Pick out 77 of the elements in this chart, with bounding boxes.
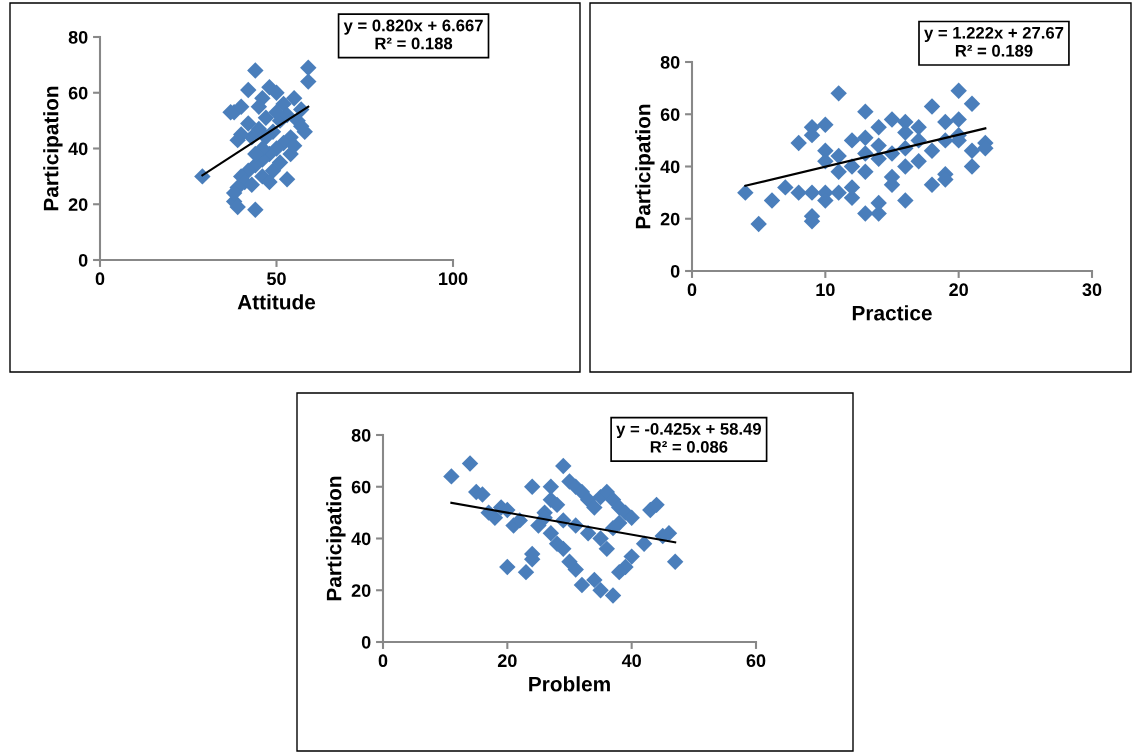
y-tick-label: 60: [351, 480, 371, 494]
point: [247, 62, 264, 79]
point: [555, 457, 572, 475]
point: [300, 73, 317, 90]
point: [250, 120, 268, 138]
y-tick-label: 60: [68, 86, 88, 100]
point: [194, 168, 211, 185]
x-tick-label: 0: [687, 283, 697, 297]
point: [592, 530, 609, 547]
x-tick-label: 40: [621, 654, 641, 668]
y-tick-label: 60: [660, 108, 680, 121]
point: [247, 201, 264, 219]
x-tick-label: 30: [1082, 283, 1102, 297]
text: R² = 0.189: [955, 44, 1033, 57]
point: [623, 548, 640, 565]
annotation: y = -0.425x + 58.49: [616, 423, 761, 439]
point: [285, 90, 303, 107]
point: [278, 170, 296, 188]
point: [542, 478, 560, 495]
point: [561, 553, 578, 570]
point: [586, 571, 603, 589]
x-tick-label: 0: [95, 272, 105, 286]
point: [268, 104, 285, 121]
point: [300, 59, 317, 76]
y-tick-label: 80: [660, 55, 680, 69]
point: [517, 563, 535, 581]
point: [666, 553, 684, 570]
text: y = 1.222x + 27.67: [924, 26, 1064, 43]
y-axis-title: Participation: [326, 476, 346, 601]
point: [271, 154, 289, 171]
point: [443, 468, 460, 485]
y-axis-title: Participation: [635, 104, 655, 229]
y-tick-label: 20: [351, 584, 371, 597]
annotation: R² = 0.086: [650, 440, 728, 453]
point: [268, 84, 285, 101]
y-tick-label: 40: [660, 160, 680, 174]
text: y = 0.820x + 6.667: [343, 19, 483, 35]
x-tick-label: 100: [439, 272, 468, 286]
y-tick-label: 20: [68, 198, 88, 211]
y-tick-label: 0: [361, 635, 371, 649]
x-tick-label: 0: [378, 654, 388, 668]
x-tick-label: 20: [497, 654, 517, 668]
y-tick-label: 80: [68, 30, 88, 44]
y-tick-label: 80: [351, 428, 371, 442]
point: [648, 496, 665, 514]
x-tick-label: 10: [816, 283, 835, 297]
point: [604, 587, 622, 604]
point: [592, 582, 609, 599]
y-tick-label: 40: [68, 142, 88, 156]
point: [579, 525, 597, 542]
point: [250, 98, 268, 115]
point: [573, 576, 591, 594]
x-axis-title: Attitude: [237, 294, 316, 310]
x-tick-label: 50: [267, 272, 286, 286]
point: [598, 540, 616, 558]
point: [461, 455, 479, 472]
x-axis-title: Problem: [529, 676, 610, 692]
y-tick-label: 40: [351, 532, 371, 546]
x-tick-label: 60: [746, 654, 766, 668]
point: [499, 558, 516, 576]
point: [586, 499, 603, 516]
x-axis-title: Practice: [852, 305, 932, 321]
point: [523, 478, 541, 495]
point: [611, 514, 628, 532]
point: [257, 109, 275, 127]
point: [285, 137, 303, 154]
point: [264, 162, 282, 180]
annotation: R² = 0.188: [375, 37, 453, 50]
x-tick-label: 20: [949, 283, 968, 297]
y-axis-title: Participation: [43, 86, 63, 211]
y-tick-label: 0: [78, 253, 88, 267]
point: [635, 535, 653, 552]
point: [542, 525, 560, 542]
point: [261, 173, 278, 191]
y-tick-label: 20: [660, 212, 680, 226]
point: [240, 81, 257, 99]
point: [240, 115, 257, 132]
